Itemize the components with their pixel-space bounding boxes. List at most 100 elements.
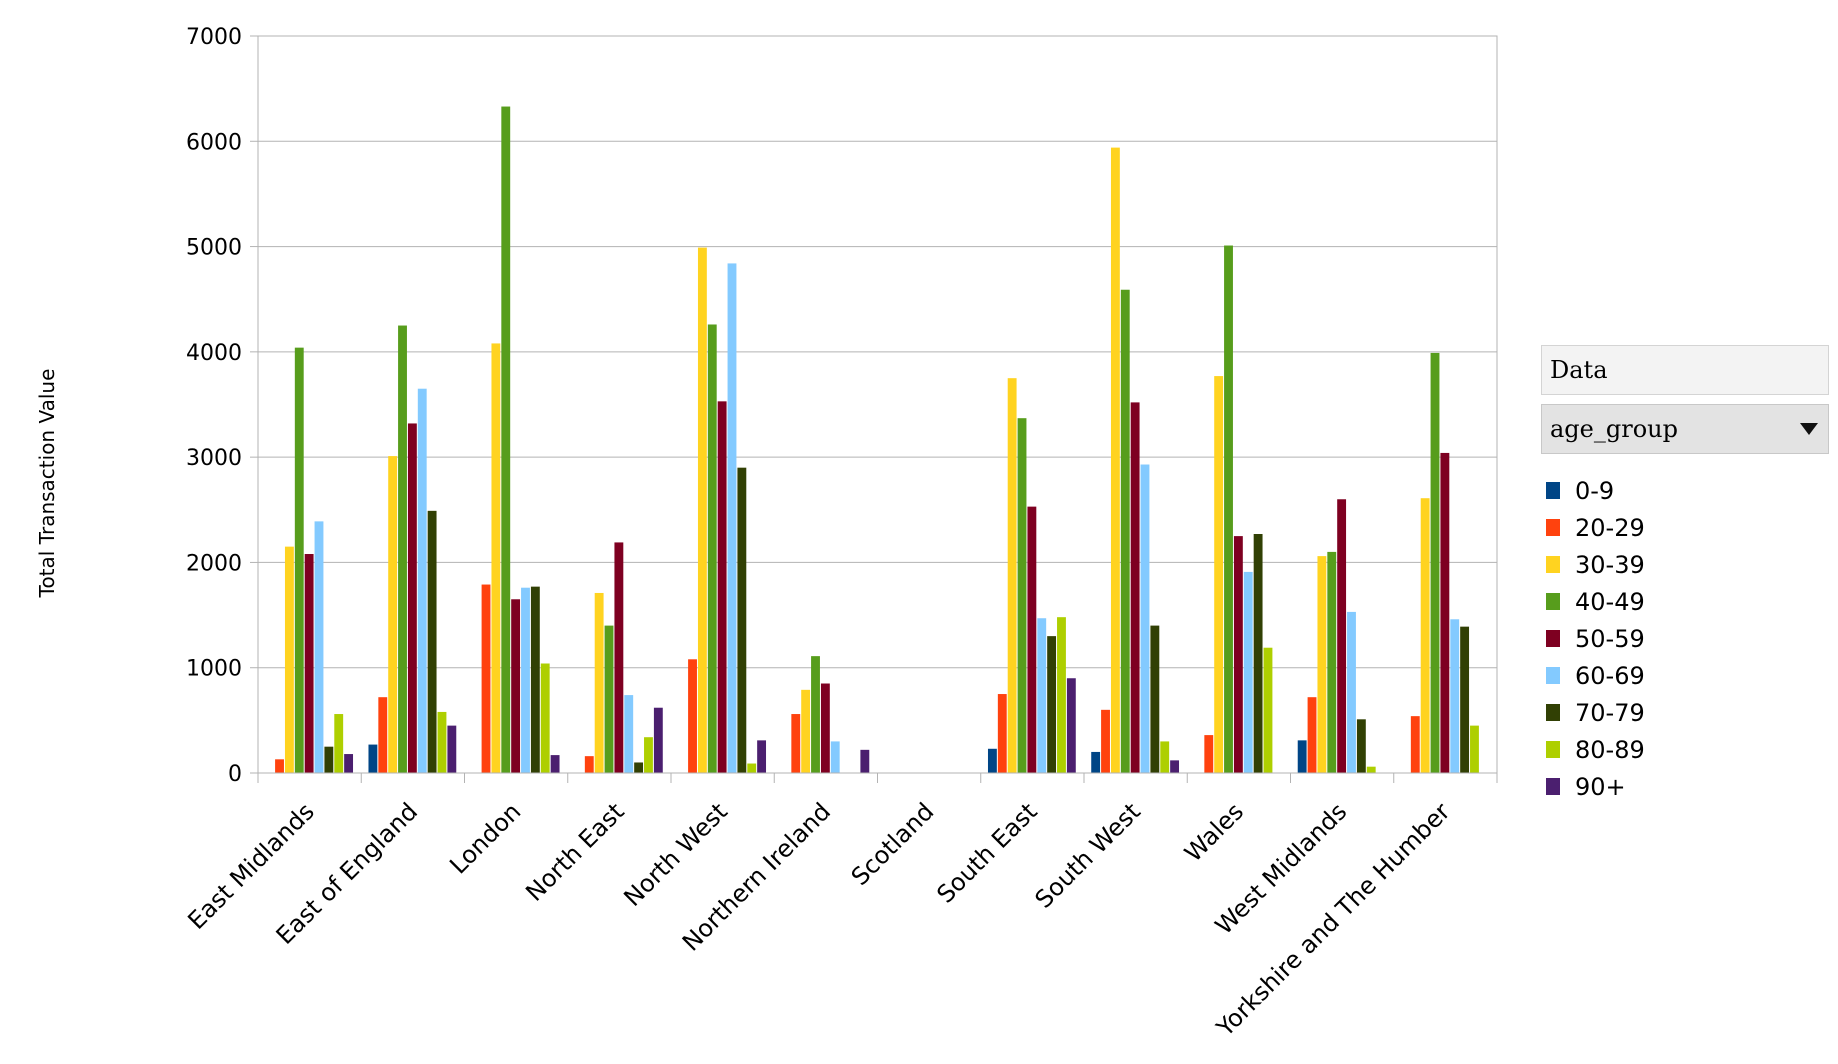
bar (334, 714, 344, 773)
bar (294, 347, 304, 773)
bar (737, 467, 747, 773)
age-group-dropdown[interactable]: age_group (1541, 404, 1829, 454)
bar (1297, 740, 1307, 773)
x-category-label: London (444, 797, 526, 879)
bar (820, 683, 830, 773)
bar (378, 697, 388, 773)
legend-label: 50-59 (1575, 625, 1645, 653)
x-category-label: North West (618, 797, 732, 911)
legend-swatch (1546, 778, 1560, 795)
x-category-label: North East (520, 797, 629, 906)
bar (427, 510, 437, 773)
legend-label: 40-49 (1575, 588, 1645, 616)
bar (1017, 418, 1027, 773)
bar (1091, 751, 1101, 773)
bar (388, 456, 398, 773)
legend-swatch (1546, 630, 1560, 647)
bar (1337, 499, 1347, 773)
bar (1450, 619, 1460, 773)
bar (1110, 147, 1120, 774)
bar (830, 741, 840, 773)
bar (1066, 678, 1076, 773)
bar (1366, 766, 1376, 773)
bar (1224, 245, 1233, 774)
bar (1307, 697, 1317, 773)
bar (1204, 735, 1214, 773)
bar (697, 247, 707, 774)
bar (324, 746, 334, 773)
bar (801, 689, 811, 773)
bar (653, 707, 663, 773)
legend-swatch (1546, 482, 1560, 499)
bar (1327, 551, 1337, 773)
dropdown-arrow-icon[interactable] (1800, 423, 1818, 435)
bar (304, 554, 314, 773)
bar (1317, 556, 1327, 773)
legend-swatch (1546, 741, 1560, 758)
legend-swatch (1546, 556, 1560, 573)
bar (398, 325, 407, 773)
gridlines (258, 35, 1497, 774)
bar (1263, 647, 1273, 773)
legend-label: 20-29 (1575, 514, 1645, 542)
bar (1253, 534, 1263, 773)
bar (1214, 376, 1224, 773)
bar (1243, 571, 1253, 773)
bar (634, 762, 644, 773)
y-tick-label: 3000 (186, 446, 242, 471)
bar (521, 587, 530, 773)
bar (624, 695, 634, 773)
axes (250, 35, 1498, 783)
bar (511, 599, 521, 773)
x-category-label: South West (1030, 797, 1146, 913)
bar (1430, 352, 1440, 773)
bar (540, 663, 550, 773)
bar (275, 759, 284, 773)
y-tick-label: 6000 (186, 130, 242, 155)
legend-label: 30-39 (1575, 551, 1645, 579)
bar (1140, 464, 1150, 773)
bar (707, 324, 717, 773)
bar (594, 592, 604, 773)
legend-label: 80-89 (1575, 736, 1645, 764)
bar (1047, 636, 1057, 773)
bar (1233, 536, 1243, 773)
y-tick-label: 0 (228, 762, 242, 787)
legend-swatch (1546, 667, 1560, 684)
bar (717, 401, 727, 773)
bar (997, 694, 1007, 773)
bar (1150, 625, 1160, 773)
legend: 0-9 20-29 30-39 40-49 50-59 60-69 70-79 80-89 90… (1546, 477, 1645, 801)
bar (987, 748, 997, 773)
legend-swatch (1546, 704, 1560, 721)
bar (550, 755, 560, 773)
legend-label: 70-79 (1575, 699, 1645, 727)
plot-area (257, 35, 1498, 774)
bar (1101, 709, 1110, 773)
x-category-label: Scotland (846, 797, 940, 891)
bar (491, 343, 501, 773)
y-tick-label: 4000 (186, 341, 242, 366)
bar (1007, 378, 1017, 773)
bar (688, 659, 697, 773)
bar (530, 586, 540, 773)
data-header-label: Data (1550, 356, 1608, 384)
bar (437, 711, 447, 773)
bar (747, 763, 757, 773)
bar (644, 737, 653, 773)
bar (344, 754, 354, 773)
x-category-label: Wales (1179, 797, 1249, 867)
bar (481, 584, 491, 773)
bar (407, 423, 417, 773)
bar (447, 725, 457, 773)
bar (1347, 611, 1356, 773)
legend-label: 60-69 (1575, 662, 1645, 690)
y-tick-label: 5000 (186, 236, 242, 261)
bar (614, 542, 624, 773)
y-tick-labels: 0 1000 2000 3000 4000 5000 6000 7000 (186, 25, 242, 787)
bar (584, 756, 594, 773)
x-category-label: South East (931, 797, 1042, 908)
bar (1160, 741, 1170, 773)
